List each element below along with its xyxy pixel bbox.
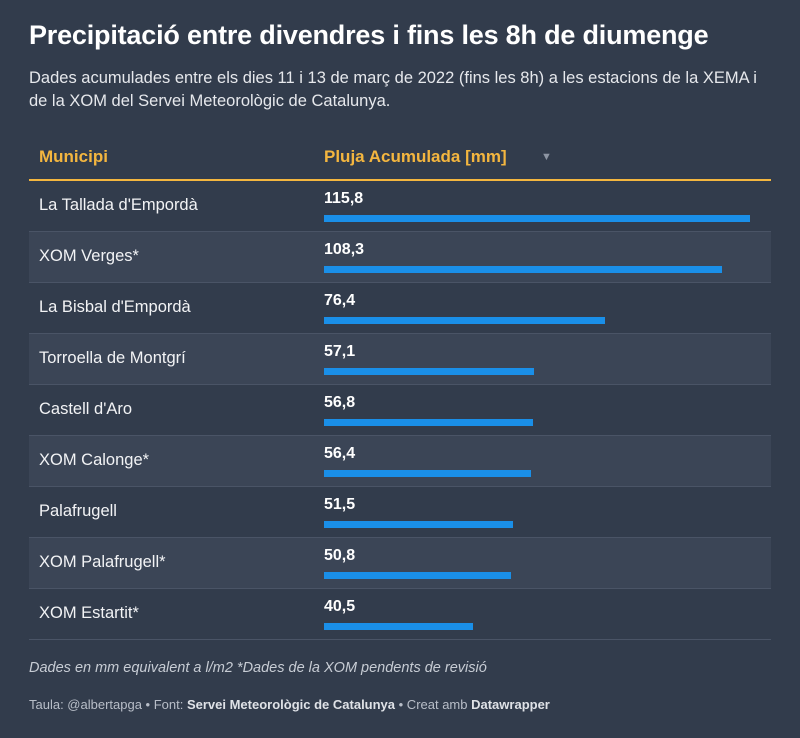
- value-bar: [324, 419, 533, 426]
- row-value-label: 51,5: [324, 496, 356, 513]
- table-row: La Tallada d'Empordà 115,8: [29, 181, 771, 232]
- credits-source: Servei Meteorològic de Catalunya: [186, 697, 396, 712]
- table-row: XOM Estartit* 40,5: [29, 589, 771, 640]
- row-municipi: XOM Calonge*: [39, 451, 150, 469]
- row-municipi: Castell d'Aro: [39, 400, 133, 418]
- row-municipi: La Tallada d'Empordà: [39, 196, 198, 214]
- row-municipi: XOM Palafrugell*: [39, 553, 166, 571]
- row-municipi: Palafrugell: [39, 502, 117, 520]
- row-value-label: 40,5: [324, 598, 356, 615]
- value-bar: [324, 623, 473, 630]
- table-row: XOM Palafrugell* 50,8: [29, 538, 771, 589]
- row-value-label: 76,4: [324, 292, 356, 309]
- table-header: Municipi Pluja Acumulada [mm] ▼: [29, 137, 771, 181]
- value-bar: [324, 572, 511, 579]
- value-bar: [324, 266, 722, 273]
- row-municipi: XOM Estartit*: [39, 604, 139, 622]
- chart-credits: Taula: @albertapga • Font: Servei Meteor…: [29, 697, 550, 712]
- table-row: XOM Verges* 108,3: [29, 232, 771, 283]
- row-municipi: Torroella de Montgrí: [39, 349, 186, 367]
- value-bar: [324, 215, 750, 222]
- row-value-label: 56,8: [324, 394, 356, 411]
- credits-tool-link[interactable]: Datawrapper: [471, 697, 550, 712]
- table-row: Castell d'Aro 56,8: [29, 385, 771, 436]
- sort-descending-icon[interactable]: ▼: [541, 151, 552, 163]
- table-row: La Bisbal d'Empordà 76,4: [29, 283, 771, 334]
- row-value-label: 115,8: [324, 190, 364, 207]
- chart-title: Precipitació entre divendres i fins les …: [29, 20, 709, 50]
- table-row: XOM Calonge* 56,4: [29, 436, 771, 487]
- data-table: Municipi Pluja Acumulada [mm] ▼ La Talla…: [29, 137, 771, 640]
- row-value-label: 108,3: [324, 241, 365, 258]
- value-bar: [324, 317, 605, 324]
- row-value-label: 57,1: [324, 343, 356, 360]
- value-bar: [324, 521, 513, 528]
- chart-subtitle: Dades acumulades entre els dies 11 i 13 …: [29, 69, 757, 110]
- column-header-pluja[interactable]: Pluja Acumulada [mm]: [324, 147, 507, 166]
- table-row: Torroella de Montgrí 57,1: [29, 334, 771, 385]
- chart-notes: Dades en mm equivalent a l/m2 *Dades de …: [29, 660, 487, 676]
- row-value-label: 50,8: [324, 547, 356, 564]
- row-municipi: XOM Verges*: [39, 247, 139, 265]
- table-body: La Tallada d'Empordà 115,8 XOM Verges* 108,…: [29, 181, 771, 640]
- row-value-label: 56,4: [324, 445, 356, 462]
- value-bar: [324, 470, 531, 477]
- table-row: Palafrugell 51,5: [29, 487, 771, 538]
- row-municipi: La Bisbal d'Empordà: [39, 298, 191, 316]
- credits-prefix: Taula: @albertapga • Font:: [29, 697, 187, 712]
- column-header-municipi[interactable]: Municipi: [39, 147, 108, 166]
- value-bar: [324, 368, 534, 375]
- credits-middle: • Creat amb: [395, 697, 472, 712]
